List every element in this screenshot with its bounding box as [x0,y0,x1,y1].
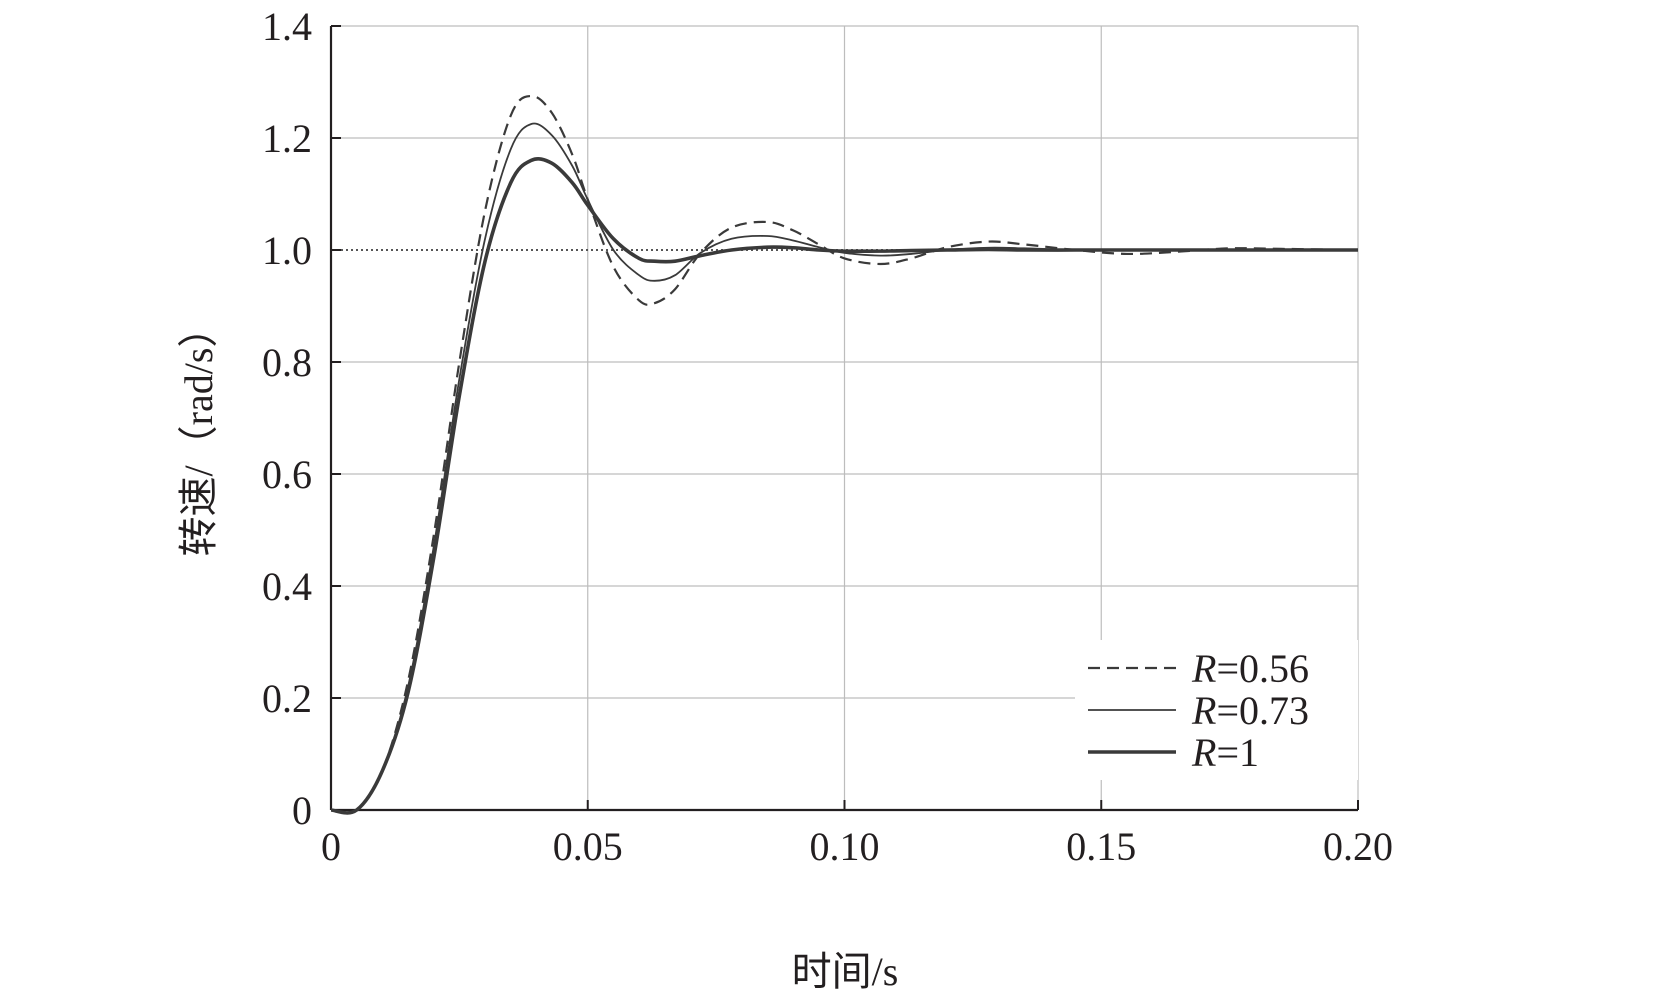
x-tick-label: 0.05 [553,824,623,869]
x-tick-label: 0 [321,824,341,869]
y-tick-label: 0.8 [262,340,312,385]
legend-label-2: R=0.73 [1191,688,1309,733]
series-lines [330,94,1359,815]
y-tick-label: 1.2 [262,116,312,161]
axes [329,25,1359,812]
legend-label-3: R=1 [1191,730,1259,775]
y-tick-label: 1.4 [262,4,312,49]
legend: R=0.56R=0.73R=1 [1075,640,1358,780]
x-tick-label: 0.20 [1323,824,1393,869]
grid-lines [331,25,1359,810]
series-line-1 [330,94,1359,814]
y-tick-label: 0.6 [262,452,312,497]
tick-labels: 0 0.05 0.10 0.15 0.20 0 0.2 0.4 0.6 0.8 1.0 1.2 1.4 [262,4,1393,869]
x-tick-label: 0.15 [1066,824,1136,869]
y-tick-label: 1.0 [262,228,312,273]
series-line-3 [330,157,1358,815]
y-tick-label: 0.2 [262,676,312,721]
x-axis-label: 时间/s [792,949,899,994]
y-tick-label: 0 [292,788,312,833]
y-tick-label: 0.4 [262,564,312,609]
legend-label-1: R=0.56 [1191,646,1309,691]
x-tick-label: 0.10 [810,824,880,869]
y-axis-label: 转速/（rad/s） [176,308,221,557]
